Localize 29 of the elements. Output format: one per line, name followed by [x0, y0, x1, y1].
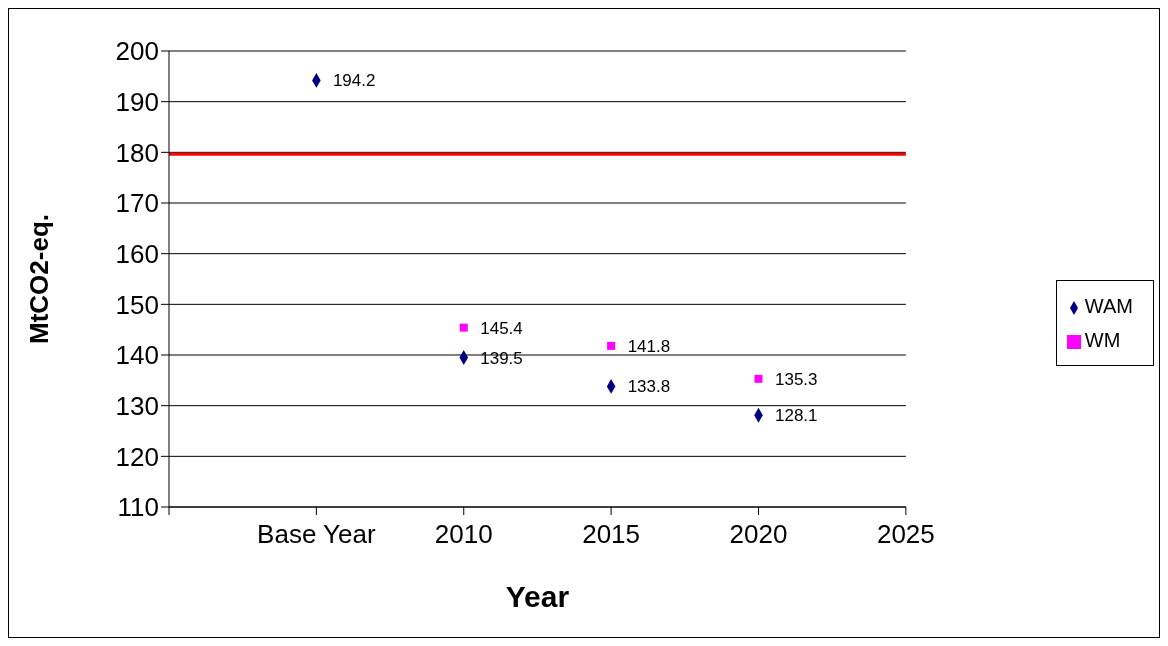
x-tick-label: Base Year [257, 519, 376, 550]
x-axis-title: Year [505, 580, 570, 613]
y-tick-label: 110 [117, 492, 159, 523]
y-tick-label: 200 [115, 36, 159, 67]
y-tick-label: 120 [115, 441, 159, 472]
data-label: 135.3 [775, 369, 818, 389]
point [754, 374, 763, 383]
data-label: 128.1 [775, 406, 818, 426]
data-label: 194.2 [332, 71, 376, 91]
x-tick-label: 2020 [729, 519, 788, 550]
point [607, 341, 616, 350]
x-tick-label: 2010 [434, 519, 493, 550]
y-tick-label: 170 [115, 188, 159, 219]
y-tick-label: 150 [115, 289, 159, 320]
y-tick-label: 140 [115, 340, 159, 371]
y-tick-label: 160 [115, 238, 159, 269]
legend-label: WM [1084, 329, 1121, 351]
y-axis-title: MtCO2-eq. [24, 214, 55, 344]
y-tick-label: 180 [115, 137, 159, 168]
x-tick-label: 2015 [582, 519, 641, 550]
point [459, 323, 468, 332]
data-label: 133.8 [627, 377, 671, 397]
y-tick-label: 190 [115, 86, 159, 117]
data-label: 145.4 [480, 318, 523, 338]
legend-label: WAM [1084, 295, 1133, 317]
x-tick-label: 2025 [876, 519, 935, 550]
data-label: 139.5 [480, 348, 523, 368]
y-tick-label: 130 [115, 390, 159, 421]
data-label: 141.8 [627, 336, 671, 356]
